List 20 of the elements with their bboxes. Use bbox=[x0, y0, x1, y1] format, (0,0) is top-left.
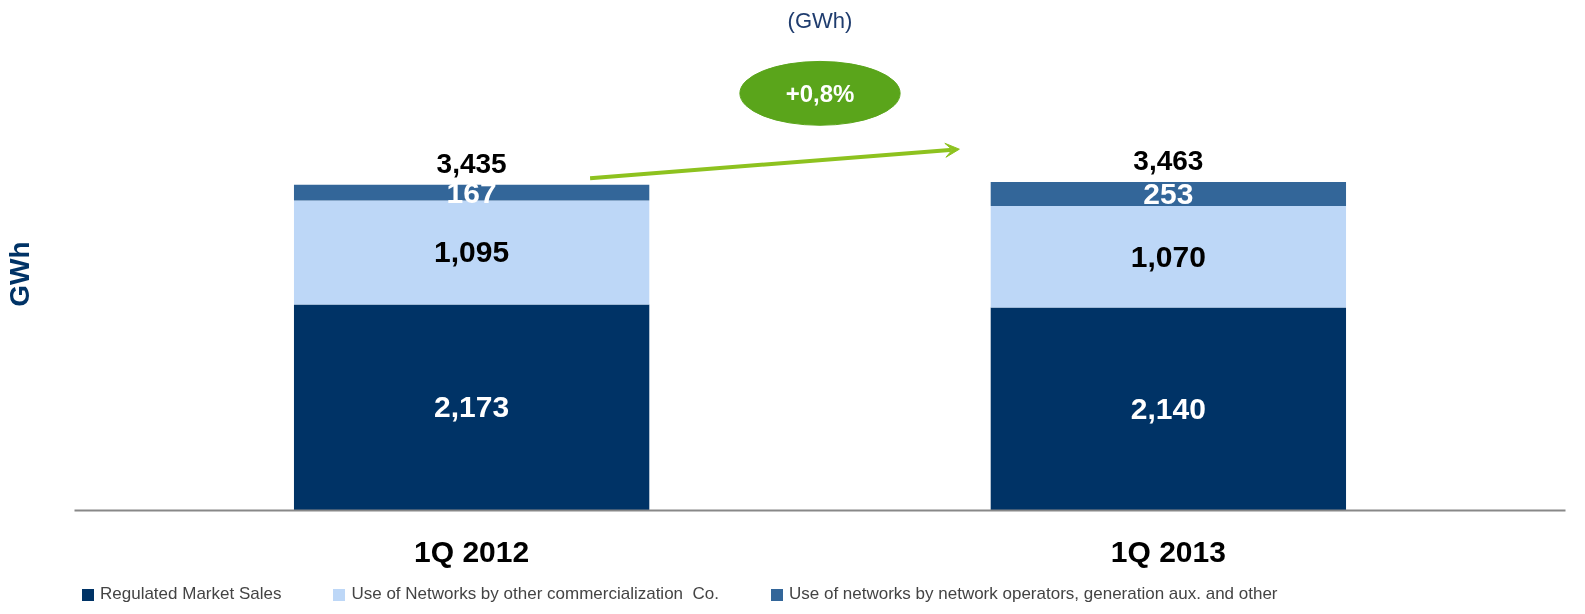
data-label: 1,070 bbox=[1130, 239, 1206, 273]
bar bbox=[990, 307, 1347, 511]
bar bbox=[293, 184, 650, 201]
data-label: 253 bbox=[1143, 177, 1194, 211]
data-label: 1,095 bbox=[434, 235, 510, 269]
data-label: 2,140 bbox=[1130, 392, 1206, 426]
text: +0,8% bbox=[785, 79, 855, 107]
bar bbox=[293, 304, 650, 511]
bar bbox=[990, 182, 1347, 207]
legend-label: Use of networks by network operators, generation aux. and other bbox=[788, 584, 1278, 604]
legend-label: Use of Networks by other commercialization Co. bbox=[351, 584, 719, 604]
legend-label: Regulated Market Sales bbox=[100, 584, 282, 604]
data-label: 2,173 bbox=[434, 390, 510, 424]
y-axis-title: GWh bbox=[3, 241, 35, 307]
total-label: 3,435 bbox=[436, 147, 507, 179]
x-tick-label: 1Q 2013 bbox=[1110, 534, 1226, 568]
bar bbox=[990, 206, 1347, 308]
x-tick-label: 1Q 2012 bbox=[414, 534, 530, 568]
chart-title: (GWh) bbox=[787, 7, 853, 33]
total-label: 3,463 bbox=[1133, 145, 1204, 177]
